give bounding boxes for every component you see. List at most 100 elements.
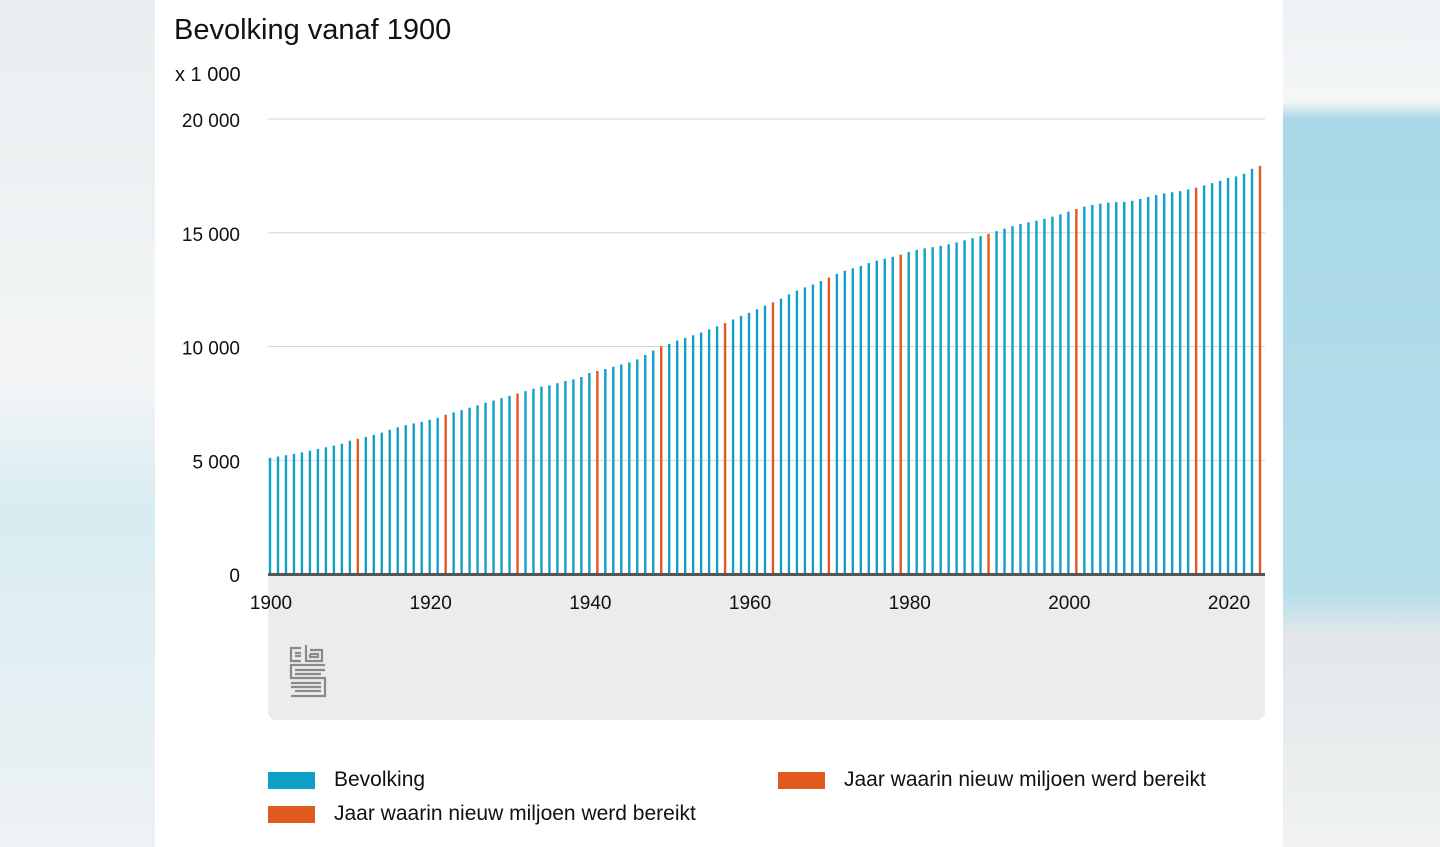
population-bar (508, 395, 511, 574)
population-bar (364, 436, 368, 574)
legend-label: Jaar waarin nieuw miljoen werd bereikt (844, 768, 1206, 791)
milestone-bar (444, 414, 447, 574)
x-tick-label: 1980 (889, 593, 931, 614)
population-bar (675, 340, 679, 574)
x-tick-label: 1900 (250, 593, 292, 614)
population-bar (1147, 196, 1150, 574)
population-bar (316, 448, 320, 574)
x-tick-label: 1920 (410, 593, 452, 614)
population-bar (1035, 220, 1038, 575)
population-bar (819, 281, 823, 574)
population-bar (572, 379, 575, 574)
cbs-logo (289, 645, 327, 698)
population-bar (484, 402, 487, 574)
population-bar (939, 245, 942, 574)
population-bar (644, 354, 647, 574)
milestone-bar (987, 233, 990, 575)
population-bar (1155, 195, 1158, 575)
population-bar (1051, 216, 1054, 574)
population-bar (923, 248, 926, 574)
milestone-bar (660, 346, 663, 574)
population-bar (1059, 214, 1062, 575)
population-bar (420, 421, 423, 574)
population-bar (1139, 198, 1142, 575)
population-bar (524, 391, 527, 574)
population-bar (292, 453, 296, 574)
milestone-bar (596, 371, 599, 574)
population-bar (1210, 183, 1214, 574)
population-bar (540, 386, 543, 574)
population-bar (739, 315, 743, 574)
population-bar (795, 290, 799, 574)
milestone-bar (827, 277, 831, 574)
background-right (1280, 0, 1440, 847)
population-bar (883, 258, 886, 574)
population-bar (1226, 177, 1230, 574)
milestone-bar (771, 302, 775, 574)
population-bar (1083, 206, 1086, 575)
population-bar (691, 335, 695, 574)
legend-item-milestone-2: Jaar waarin nieuw miljoen werd bereikt (778, 768, 1206, 792)
y-tick-label: 15 000 (182, 225, 240, 246)
population-bar (707, 329, 711, 574)
x-tick-label: 1960 (729, 593, 771, 614)
population-bar (564, 381, 567, 574)
population-bar (907, 252, 910, 574)
population-bar (276, 456, 280, 574)
population-bar (332, 445, 336, 574)
population-bar (436, 417, 439, 574)
chart-footer-panel (268, 576, 1265, 720)
population-bar (955, 242, 958, 574)
population-bar (348, 440, 352, 574)
population-bar (867, 263, 870, 574)
population-bar (556, 383, 559, 574)
population-bar (1234, 176, 1238, 574)
legend-swatch-orange (268, 805, 315, 823)
population-bar (1019, 224, 1022, 574)
population-bar (404, 425, 407, 574)
population-bar (947, 244, 950, 574)
legend-item-milestone: Jaar waarin nieuw miljoen werd bereikt (268, 802, 696, 826)
y-tick-label: 0 (229, 566, 240, 587)
population-bar (803, 287, 807, 574)
population-bar (1218, 180, 1222, 574)
population-bar (580, 377, 583, 574)
population-bar (1202, 185, 1206, 574)
population-bar (532, 388, 535, 574)
milestone-bar (899, 254, 902, 574)
population-bar (628, 362, 631, 574)
population-bar (731, 319, 735, 574)
population-bar (388, 429, 391, 574)
population-bar (683, 337, 687, 574)
y-tick-label: 20 000 (182, 111, 240, 132)
population-bar (979, 236, 982, 575)
y-tick-label: 5 000 (192, 452, 240, 473)
population-bar (1043, 218, 1046, 575)
population-bar (468, 407, 471, 574)
chart-title: Bevolking vanaf 1900 (174, 14, 452, 46)
population-bar (460, 410, 463, 574)
population-bar (891, 256, 894, 574)
population-bar (915, 249, 918, 575)
population-bar (324, 447, 328, 574)
population-bar (268, 457, 272, 574)
population-bar (763, 305, 767, 574)
milestone-bar (1075, 208, 1078, 575)
population-bar (851, 268, 855, 574)
x-tick-label: 2020 (1208, 593, 1250, 614)
y-axis-unit-label: x 1 000 (175, 64, 241, 86)
x-tick-label: 2000 (1048, 593, 1090, 614)
milestone-bar (1194, 187, 1198, 574)
population-bar (811, 284, 815, 574)
population-bar (931, 247, 934, 574)
population-bar (1107, 202, 1110, 574)
milestone-bar (516, 393, 519, 574)
population-bar (859, 265, 863, 574)
population-bar (699, 332, 703, 574)
population-bar (340, 443, 344, 574)
milestone-bar (723, 323, 727, 574)
population-bar (755, 309, 759, 574)
y-tick-label: 10 000 (182, 339, 240, 360)
population-bar (636, 359, 639, 574)
population-bar (963, 240, 966, 574)
